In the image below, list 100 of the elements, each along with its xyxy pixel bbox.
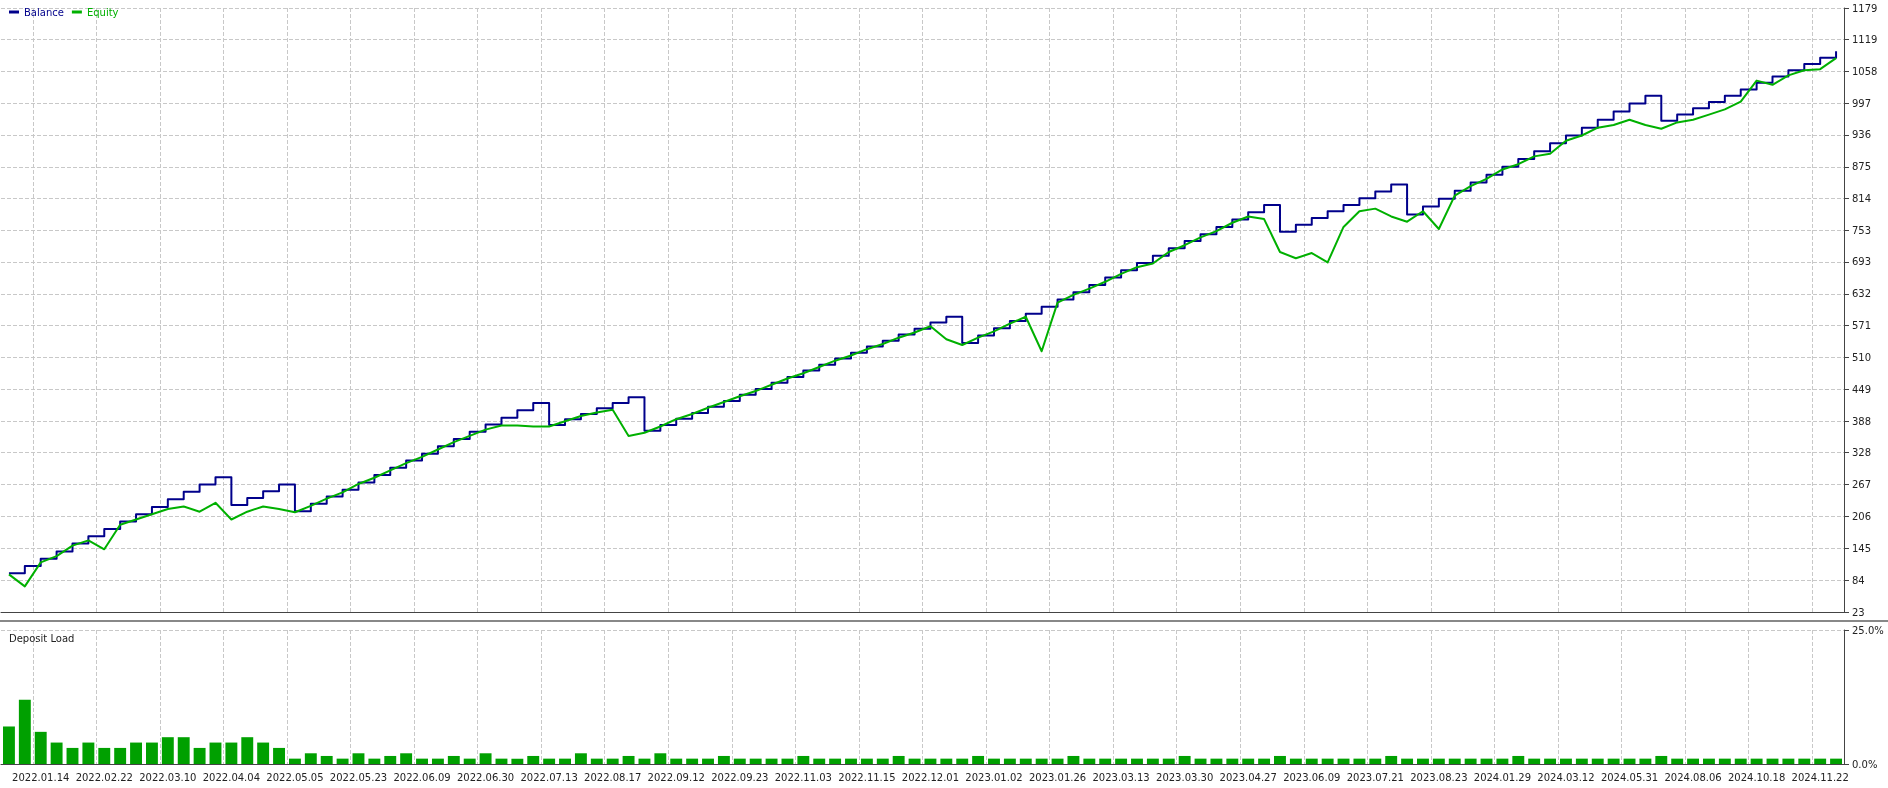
bar [320, 755, 333, 764]
bar [1131, 758, 1143, 764]
bar [1321, 758, 1334, 764]
bar [1687, 758, 1700, 764]
x-tick-label: 2022.03.10 [139, 771, 197, 783]
x-tick-label: 2022.11.03 [774, 771, 832, 783]
bar [447, 755, 460, 764]
bar [956, 758, 969, 764]
x-tick-label: 2023.06.09 [1283, 771, 1341, 783]
y-tick-label: 510 [1852, 352, 1872, 364]
bar [924, 758, 937, 764]
bar [400, 753, 413, 764]
y-tick-label: 632 [1852, 288, 1872, 300]
bar [733, 758, 746, 764]
bar [1305, 758, 1318, 764]
x-tick-label: 2024.08.06 [1664, 771, 1722, 783]
bar [749, 758, 762, 764]
bar [845, 758, 857, 764]
bar [114, 747, 127, 764]
x-tick-label: 2024.05.31 [1600, 771, 1659, 783]
y-tick-label: 267 [1852, 479, 1872, 491]
bar [860, 758, 873, 764]
bar [1702, 758, 1715, 764]
bar [1146, 758, 1159, 764]
bar [1798, 758, 1811, 764]
bar [161, 737, 174, 764]
bar [416, 758, 428, 764]
x-tick-label: 2022.05.05 [266, 771, 324, 783]
x-tick-label: 2023.08.23 [1410, 771, 1468, 783]
bar [606, 758, 619, 764]
bar [892, 755, 905, 764]
bar [1289, 758, 1302, 764]
bar [1067, 755, 1080, 764]
bar [1560, 758, 1572, 764]
y-tick-label: 1179 [1852, 2, 1878, 14]
bar [1051, 758, 1064, 764]
x-tick-label: 2023.01.02 [965, 771, 1023, 783]
bar [765, 758, 778, 764]
chart-title: Deposit Load [9, 632, 75, 644]
x-tick-label: 2024.10.18 [1727, 771, 1786, 783]
bar [1432, 758, 1445, 764]
y-tick-label: 145 [1852, 542, 1872, 554]
x-tick-label: 2022.09.12 [647, 771, 705, 783]
y-tick-label: 1119 [1852, 33, 1878, 45]
bar [1417, 758, 1429, 764]
bar [209, 742, 222, 764]
x-tick-label: 2022.04.04 [202, 771, 261, 783]
bar [2, 726, 15, 764]
y-tick-label: 0.0% [1852, 758, 1878, 770]
bar [463, 758, 476, 764]
bar [908, 758, 921, 764]
bar [241, 737, 254, 764]
bar [670, 758, 683, 764]
bar [1035, 758, 1048, 764]
x-tick-label: 2023.03.30 [1156, 771, 1214, 783]
bar [336, 758, 349, 764]
bar [1496, 758, 1509, 764]
bar [781, 758, 794, 764]
y-tick-label: 814 [1852, 193, 1872, 205]
bar [1591, 758, 1604, 764]
y-tick-label: 997 [1852, 97, 1872, 109]
bar [654, 753, 667, 764]
bar [1734, 758, 1747, 764]
bar [18, 699, 31, 764]
x-tick-label: 2022.09.23 [711, 771, 769, 783]
bar [1401, 758, 1414, 764]
y-tick-label: 84 [1852, 574, 1865, 586]
bar [972, 755, 985, 764]
x-tick-label: 2022.12.01 [901, 771, 960, 783]
bar [288, 758, 301, 764]
bar [50, 742, 63, 764]
bar [590, 758, 603, 764]
bar [1019, 758, 1032, 764]
bar [225, 742, 238, 764]
x-tick-label: 2022.06.30 [456, 771, 515, 783]
bar [177, 737, 190, 764]
y-tick-label: 693 [1852, 256, 1872, 268]
bar [686, 758, 699, 764]
y-tick-label: 875 [1852, 161, 1872, 173]
bar [1003, 758, 1016, 764]
bar [1083, 758, 1096, 764]
bar [257, 742, 270, 764]
bar [1099, 758, 1112, 764]
bar [1575, 758, 1588, 764]
bar [559, 758, 571, 764]
y-tick-label: 328 [1852, 447, 1872, 459]
bar [543, 758, 556, 764]
y-tick-label: 571 [1852, 320, 1872, 332]
y-tick-label: 753 [1852, 225, 1872, 237]
bar [1369, 758, 1382, 764]
x-tick-label: 2022.02.22 [75, 771, 133, 783]
bar [1258, 758, 1271, 764]
bar [273, 747, 285, 764]
bar [1655, 755, 1668, 764]
bar [622, 755, 635, 764]
y-tick-label: 936 [1852, 129, 1872, 141]
bar [34, 731, 47, 764]
x-tick-label: 2022.07.13 [520, 771, 578, 783]
x-tick-label: 2022.08.17 [584, 771, 642, 783]
y-tick-label: 388 [1852, 415, 1872, 427]
